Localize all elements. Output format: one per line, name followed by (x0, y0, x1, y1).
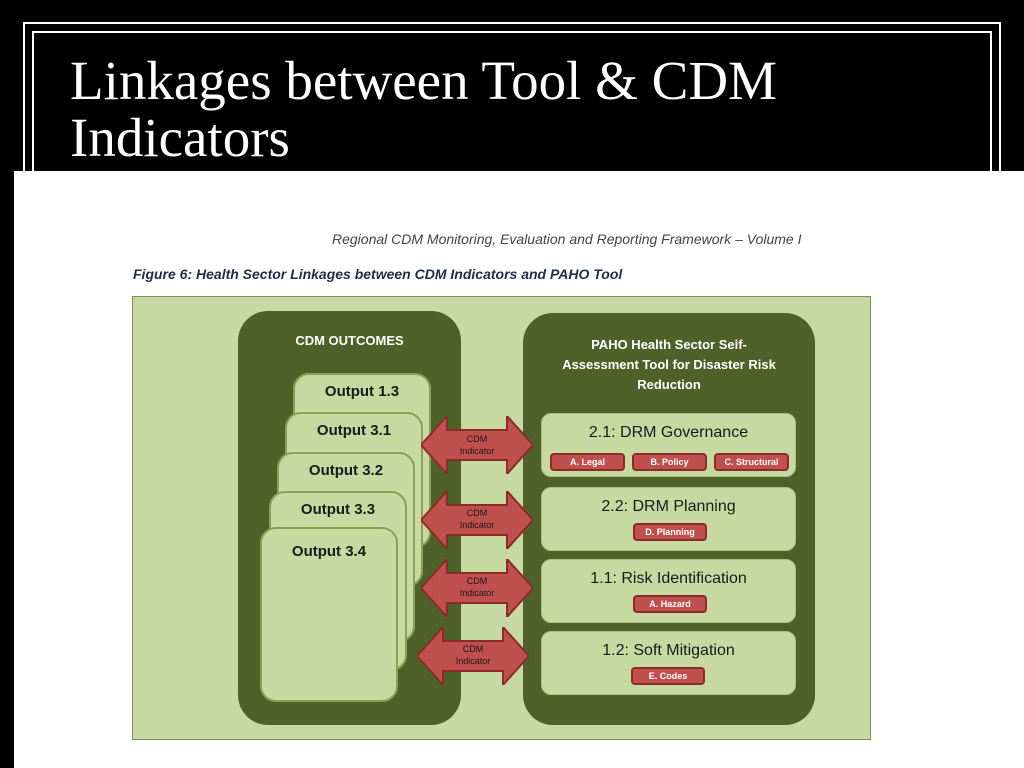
cdm-outcomes-title: CDM OUTCOMES (295, 333, 404, 348)
paho-section-title: 1.2: Soft Mitigation (602, 642, 735, 659)
output-label: Output 3.3 (300, 501, 376, 518)
linkage-diagram: CDM OUTCOMES Output 1.3 Output 3.1 Outpu… (132, 296, 871, 740)
figure-caption: Figure 6: Health Sector Linkages between… (133, 266, 623, 282)
paho-section-title: 2.2: DRM Planning (601, 498, 736, 515)
paho-title-line1: PAHO Health Sector Self- (591, 337, 747, 352)
paho-section-title: 1.1: Risk Identification (590, 570, 747, 587)
arrow-label: CDM Indicator (459, 576, 495, 598)
indicator-tag: B. Policy (632, 453, 707, 471)
slide-title-line1: Linkages between Tool & CDM (70, 50, 777, 111)
slide-title: Linkages between Tool & CDM Indicators (70, 52, 970, 166)
slide-title-line2: Indicators (70, 107, 290, 168)
indicator-tag: A. Hazard (633, 595, 707, 613)
output-label: Output 3.1 (316, 422, 392, 439)
indicator-tag: C. Structural (714, 453, 789, 471)
arrow-label: CDM Indicator (459, 508, 495, 530)
double-arrow-icon (421, 416, 533, 474)
arrow-label: CDM Indicator (459, 434, 495, 456)
output-label: Output 1.3 (324, 383, 400, 400)
paho-section-box: 2.1: DRM Governance A. Legal B. Policy C… (541, 413, 796, 477)
double-arrow-icon (421, 559, 533, 617)
indicator-tag: A. Legal (550, 453, 625, 471)
double-arrow-icon (417, 627, 529, 685)
double-arrow-icon (421, 491, 533, 549)
paho-tool-title: PAHO Health Sector Self- Assessment Tool… (533, 335, 805, 395)
output-label: Output 3.4 (291, 543, 367, 560)
paho-title-line2: Assessment Tool for Disaster Risk (562, 357, 776, 372)
paho-section-box: 1.2: Soft Mitigation E. Codes (541, 631, 796, 695)
document-running-header: Regional CDM Monitoring, Evaluation and … (332, 231, 802, 247)
indicator-tag: D. Planning (633, 523, 707, 541)
arrow-label: CDM Indicator (455, 644, 491, 666)
output-card: Output 3.4 (260, 527, 398, 702)
paho-section-title: 2.1: DRM Governance (588, 424, 749, 441)
paho-title-line3: Reduction (637, 377, 701, 392)
output-label: Output 3.2 (308, 462, 384, 479)
paho-section-box: 1.1: Risk Identification A. Hazard (541, 559, 796, 623)
indicator-tag: E. Codes (631, 667, 705, 685)
paho-section-box: 2.2: DRM Planning D. Planning (541, 487, 796, 551)
